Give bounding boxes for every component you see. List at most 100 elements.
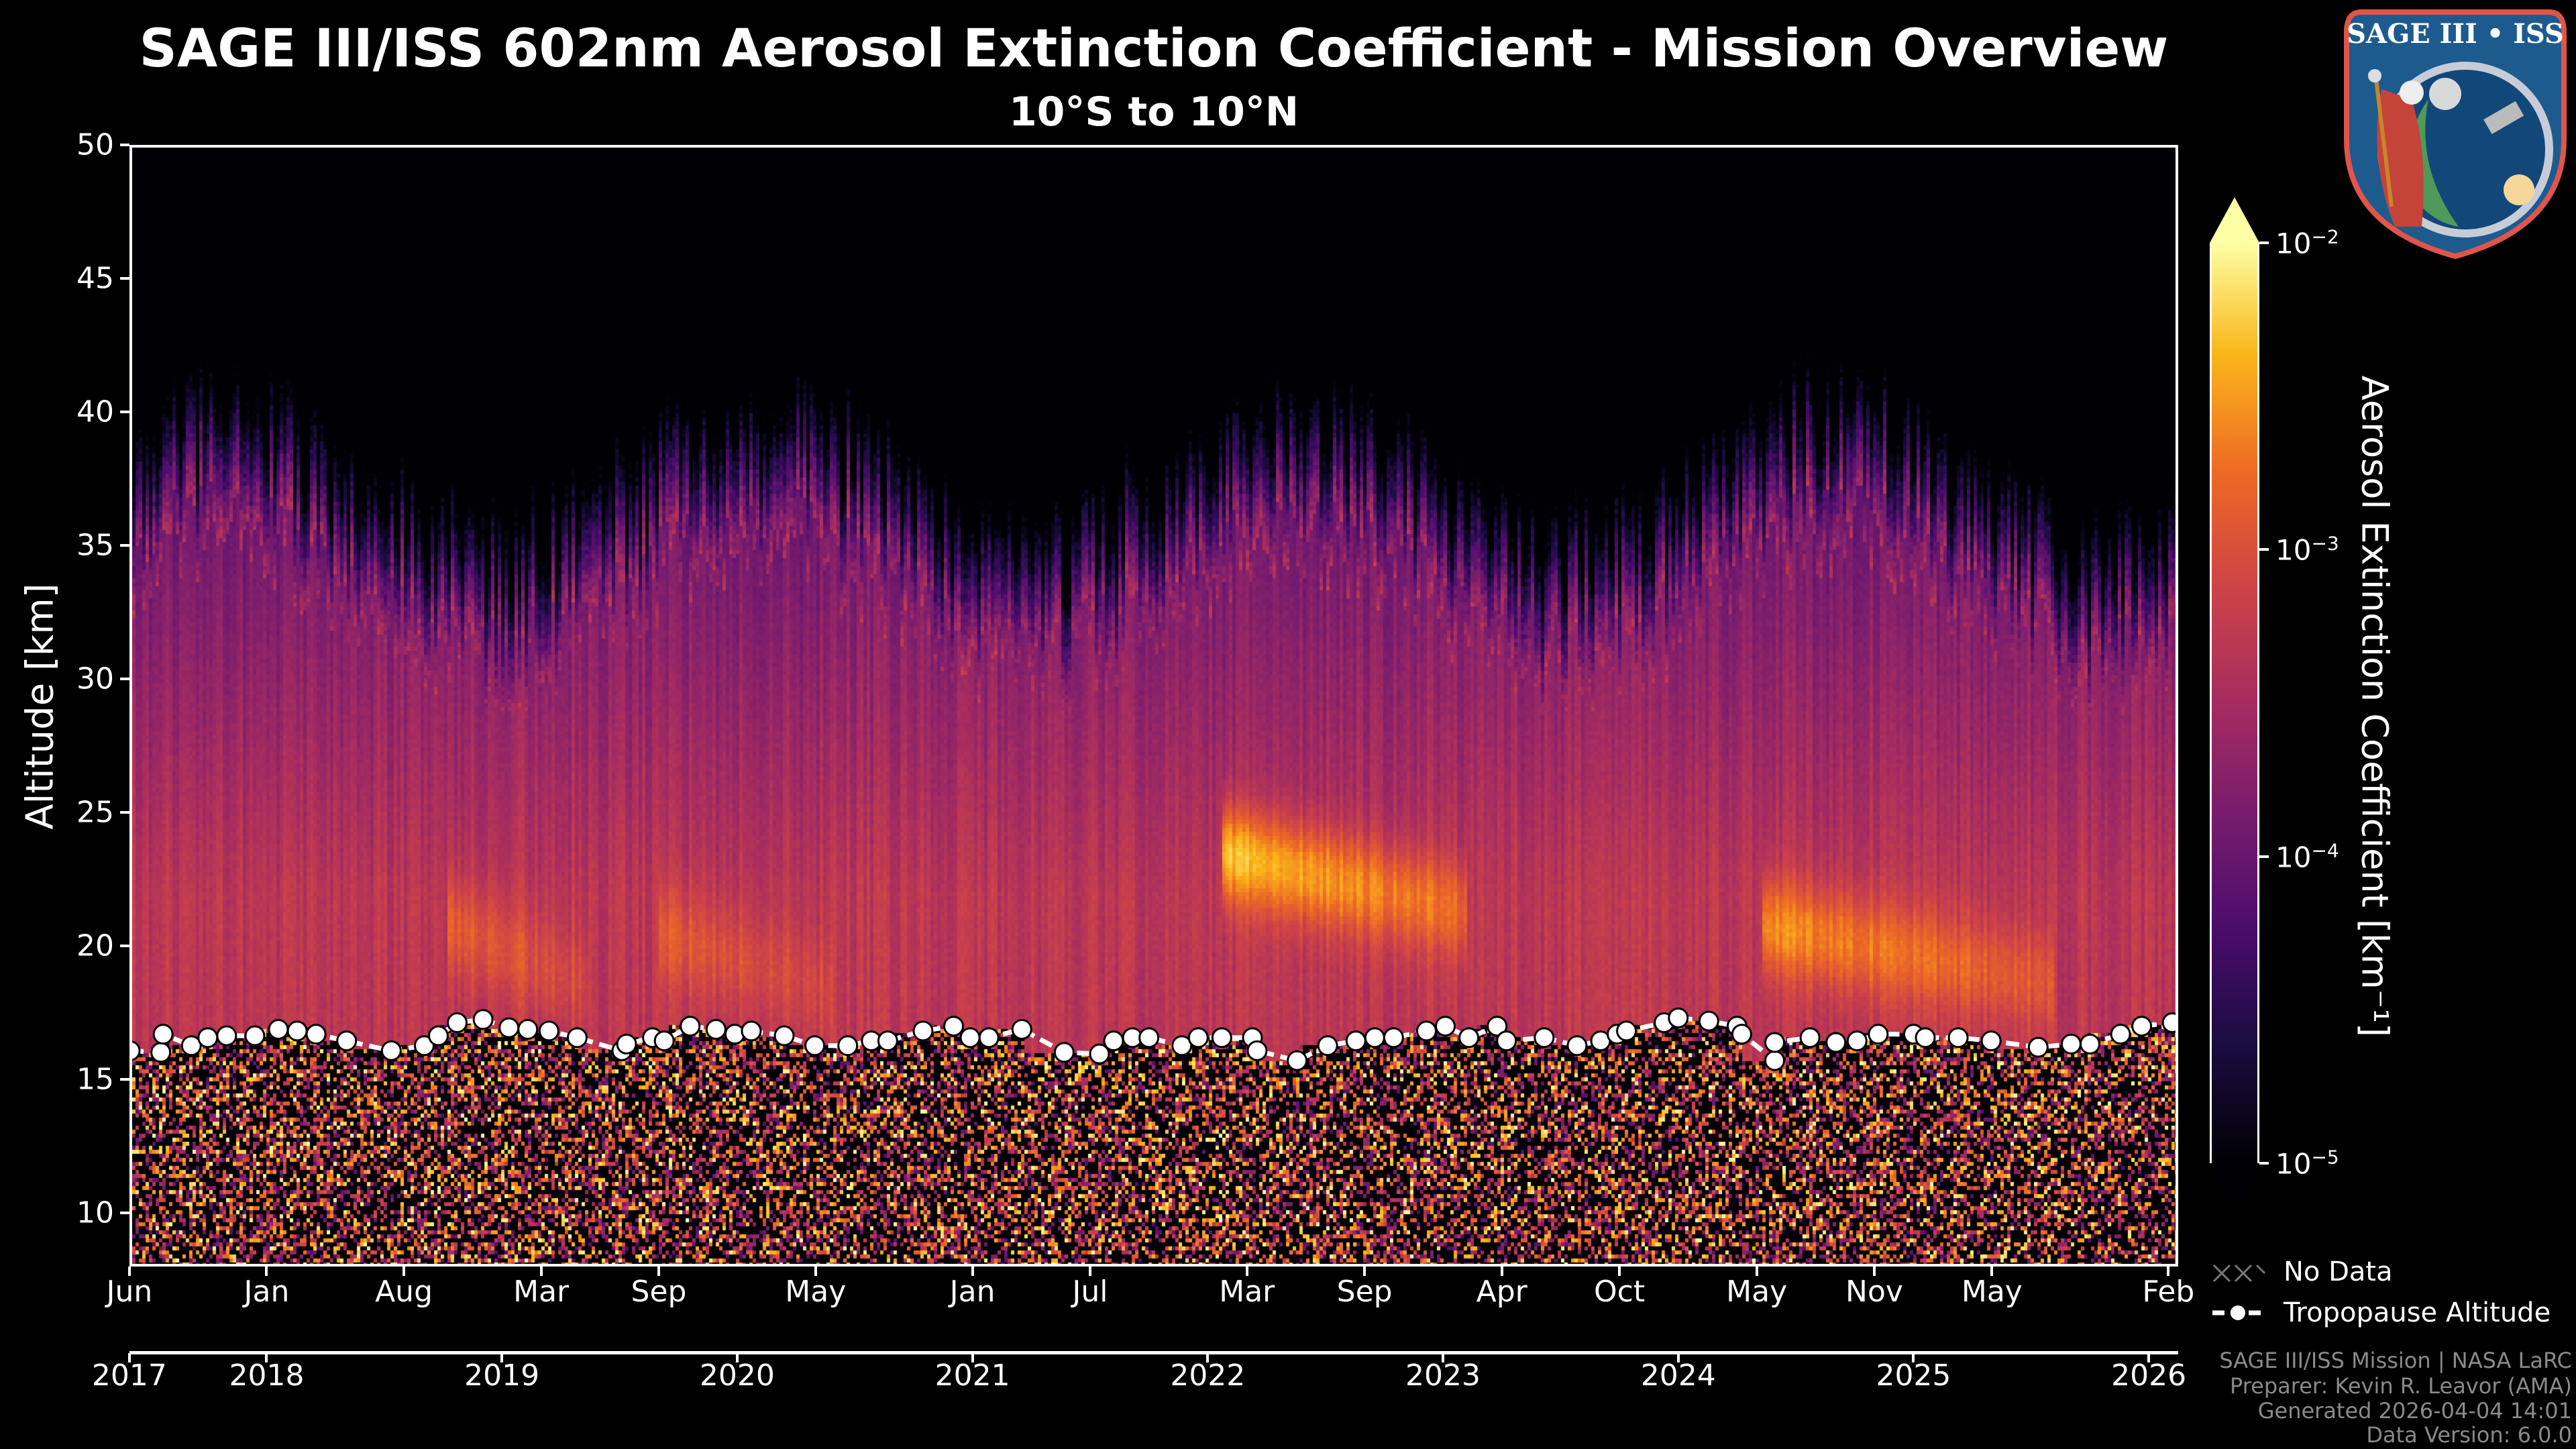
tropopause-point <box>1846 1030 1868 1052</box>
tropopause-point <box>773 1025 795 1046</box>
x-tick-month-label: Aug <box>375 1275 433 1309</box>
tropopause-point <box>2079 1033 2100 1055</box>
x-tick-mark <box>1872 1267 1876 1276</box>
y-tick-mark <box>120 811 129 814</box>
y-tick-mark <box>120 411 129 414</box>
x-tick-year-label: 2017 <box>91 1358 167 1393</box>
x-tick-mark <box>1676 1353 1680 1362</box>
x-tick-year-label: 2025 <box>1876 1358 1951 1393</box>
tropopause-point <box>1825 1032 1847 1053</box>
x-tick-month-label: Apr <box>1476 1275 1527 1309</box>
legend-tropopause: Tropopause Altitude <box>2284 1297 2551 1328</box>
y-tick-mark <box>120 277 129 280</box>
tropopause-point <box>912 1020 934 1042</box>
tropopause-point <box>1487 1016 1508 1037</box>
x-tick-year-label: 2018 <box>229 1358 305 1393</box>
x-tick-year-label: 2020 <box>699 1358 775 1393</box>
colorbar-tick-label: 10−3 <box>2275 533 2339 567</box>
footer-data-version: Data Version: 6.0.0 <box>2366 1422 2572 1448</box>
tropopause-point <box>1317 1035 1338 1057</box>
tropopause-point <box>1187 1027 1209 1049</box>
tropopause-point <box>152 1024 174 1045</box>
tropopause-point <box>1534 1027 1555 1049</box>
x-tick-year-label: 2021 <box>934 1358 1010 1393</box>
tropopause-point <box>1799 1027 1821 1049</box>
y-tick-mark <box>120 1078 129 1081</box>
tropopause-point <box>244 1025 266 1046</box>
tropopause-point <box>517 1018 539 1040</box>
tropopause-point <box>1731 1024 1752 1045</box>
x-tick-mark <box>265 1267 268 1276</box>
tropopause-point <box>216 1025 237 1046</box>
tropopause-point <box>1383 1027 1404 1049</box>
year-axis-line <box>129 1351 2178 1354</box>
plot-area <box>129 145 2178 1267</box>
x-tick-month-label: Jun <box>106 1275 153 1309</box>
tropopause-point <box>1764 1032 1786 1053</box>
tropopause-point <box>1287 1050 1308 1071</box>
colorbar-tick-label: 10−5 <box>2275 1146 2339 1181</box>
x-tick-mark <box>2147 1353 2151 1362</box>
y-tick-mark <box>120 945 129 948</box>
colorbar-tick-exponent: −5 <box>2311 1146 2339 1169</box>
y-tick-label: 35 <box>76 528 114 563</box>
tropopause-point <box>1764 1050 1786 1071</box>
tropopause-point <box>305 1024 327 1045</box>
colorbar-extend-bottom <box>2210 1163 2259 1216</box>
tropopause-point <box>724 1024 745 1045</box>
tropopause-point <box>1458 1027 1480 1049</box>
x-tick-mark <box>539 1267 543 1276</box>
footer-generated: Generated 2026-04-04 14:01 <box>2257 1398 2572 1424</box>
x-tick-month-label: May <box>1961 1275 2023 1309</box>
x-tick-month-label: May <box>1726 1275 1788 1309</box>
x-tick-mark <box>1442 1353 1445 1362</box>
footer-preparer: Preparer: Kevin R. Leavor (AMA) <box>2229 1373 2572 1399</box>
x-tick-mark <box>1755 1267 1758 1276</box>
x-tick-month-label: Jul <box>1072 1275 1108 1309</box>
legend-icons <box>2212 1264 2266 1320</box>
x-tick-mark <box>127 1353 131 1362</box>
tropopause-point <box>1947 1027 1969 1049</box>
x-tick-year-label: 2022 <box>1170 1358 1246 1393</box>
tropopause-point <box>1246 1040 1268 1061</box>
colorbar-tick-base: 10 <box>2275 841 2312 874</box>
x-tick-month-label: Sep <box>1336 1275 1393 1309</box>
tropopause-point <box>413 1035 435 1057</box>
x-tick-mark <box>735 1353 739 1362</box>
tropopause-point <box>705 1018 727 1040</box>
colorbar-tick-mark <box>2259 1162 2269 1165</box>
tropopause-point <box>1668 1007 1689 1028</box>
tropopause-point <box>741 1020 762 1042</box>
tropopause-point <box>1364 1027 1385 1049</box>
tropopause-point <box>1616 1020 1638 1042</box>
colorbar-tick-label: 10−2 <box>2275 226 2339 260</box>
tropopause-point <box>1053 1042 1075 1063</box>
colorbar-label: Aerosol Extinction Coefficient [km⁻¹] <box>2353 375 2396 1038</box>
tropopause-point <box>2161 1012 2176 1034</box>
tropopause-point <box>1980 1030 2002 1052</box>
tropopause-point <box>1171 1035 1193 1057</box>
x-tick-mark <box>971 1353 974 1362</box>
y-tick-label: 40 <box>76 394 114 429</box>
tropopause-point <box>804 1035 826 1057</box>
y-tick-mark <box>120 678 129 681</box>
y-tick-mark <box>120 544 129 547</box>
tropopause-point <box>427 1025 449 1046</box>
x-tick-month-label: Jan <box>949 1275 996 1309</box>
tropopause-point <box>978 1027 1000 1049</box>
x-tick-mark <box>1088 1267 1091 1276</box>
x-tick-month-label: Nov <box>1845 1275 1903 1309</box>
x-tick-year-label: 2024 <box>1640 1358 1716 1393</box>
x-tick-mark <box>1245 1267 1248 1276</box>
x-tick-mark <box>500 1353 504 1362</box>
x-tick-year-label: 2026 <box>2111 1358 2187 1393</box>
tropopause-point <box>286 1020 308 1042</box>
tropopause-point <box>1011 1018 1032 1040</box>
colorbar <box>2210 243 2259 1163</box>
y-tick-label: 45 <box>76 261 114 296</box>
legend-no-data: No Data <box>2284 1256 2393 1287</box>
x-tick-month-label: Jan <box>244 1275 290 1309</box>
tropopause-point <box>336 1030 358 1052</box>
tropopause-point <box>680 1016 701 1037</box>
y-tick-label: 30 <box>76 661 114 696</box>
